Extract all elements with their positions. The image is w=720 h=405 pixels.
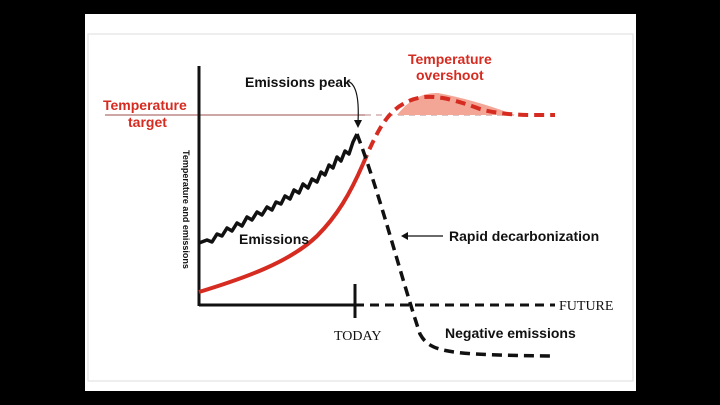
future-label: FUTURE — [559, 299, 613, 314]
rapid-decarbonization-curve — [355, 133, 556, 358]
decarbonization-arrowhead — [401, 232, 408, 240]
temperature-target-label-line1: Temperature — [103, 97, 187, 113]
inner-frame — [87, 33, 634, 382]
temperature-overshoot-label-line2: overshoot — [416, 67, 484, 83]
emissions-peak-arrowhead — [354, 120, 362, 128]
climate-emissions-diagram: Temperature target Temperature overshoot… — [87, 33, 634, 382]
figure-panel: Temperature target Temperature overshoot… — [85, 14, 636, 391]
temperature-target-label: Temperature target — [103, 97, 191, 130]
emissions-label: Emissions — [239, 231, 309, 247]
y-axis-label: Temperature and emissions — [181, 150, 191, 269]
temperature-overshoot-label-line1: Temperature — [408, 51, 492, 67]
emissions-peak-label: Emissions peak — [245, 74, 351, 90]
temperature-overshoot-label: Temperature overshoot — [408, 51, 496, 83]
negative-emissions-label: Negative emissions — [445, 325, 576, 341]
today-label: TODAY — [334, 329, 381, 344]
temperature-curve — [198, 163, 365, 294]
rapid-decarbonization-label: Rapid decarbonization — [449, 228, 599, 244]
emissions-peak-pointer — [346, 80, 359, 123]
temperature-target-label-line2: target — [128, 114, 167, 130]
overshoot-area — [397, 92, 515, 115]
emissions-curve — [198, 133, 359, 245]
